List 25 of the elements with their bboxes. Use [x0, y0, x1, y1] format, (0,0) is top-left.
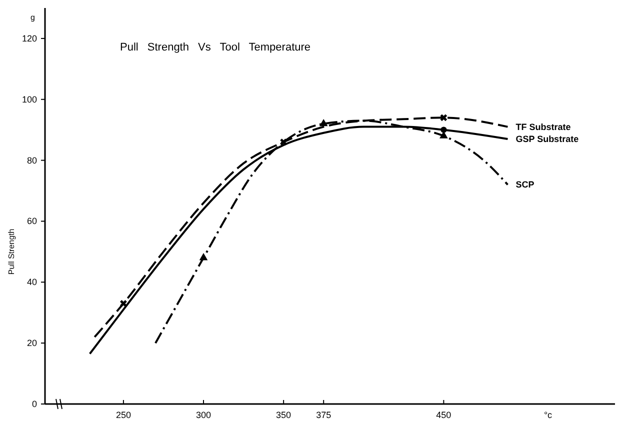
point	[120, 300, 127, 307]
y-tick-label: 40	[26, 277, 37, 288]
text: Pull Strength Vs Tool Temperature	[120, 42, 311, 54]
x-tick-label: 300	[196, 410, 212, 420]
y-tick-label: 80	[26, 155, 37, 166]
series-label: TF Substrate	[516, 122, 571, 132]
point	[199, 252, 208, 260]
y-tick-label: 60	[26, 216, 37, 226]
x-tick-label: 350	[276, 410, 292, 420]
y-tick-label: 120	[22, 33, 37, 44]
y-tick-label: 20	[26, 338, 37, 348]
x-tick-label: 450	[436, 410, 452, 420]
point	[280, 138, 288, 146]
text: g	[30, 13, 35, 22]
point	[440, 114, 448, 122]
point	[440, 126, 447, 133]
y-axis-title: Pull Strength	[7, 228, 16, 275]
x-tick-label: 375	[316, 410, 332, 420]
y-tick-label: 0	[32, 399, 37, 409]
series-label: SCP	[516, 180, 534, 190]
series-label: GSP Substrate	[516, 134, 579, 144]
point	[319, 118, 328, 126]
y-tick-label: 100	[22, 94, 37, 104]
x-tick-label: 250	[116, 410, 131, 420]
x-axis-title: °c	[544, 410, 553, 420]
